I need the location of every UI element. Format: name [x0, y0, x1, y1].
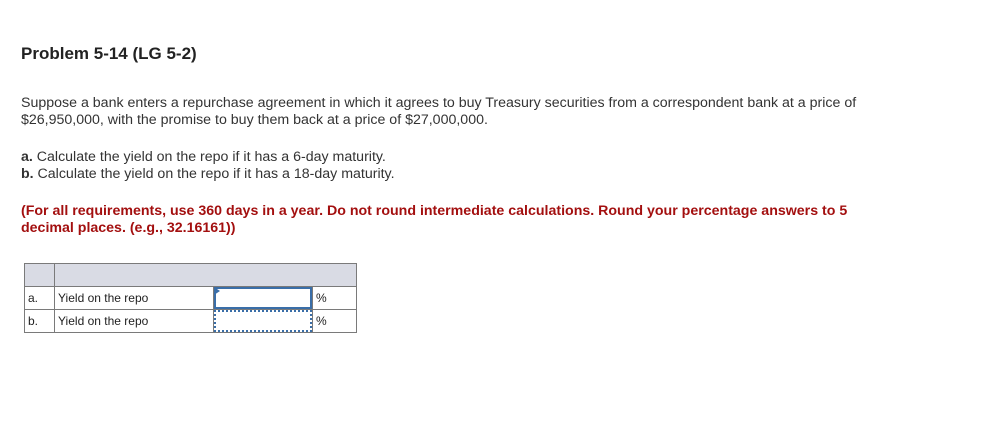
row-item: Yield on the repo: [54, 286, 214, 310]
input-box[interactable]: [214, 287, 312, 309]
problem-parts: a. Calculate the yield on the repo if it…: [21, 149, 395, 183]
table-row: a. Yield on the repo %: [24, 286, 357, 310]
header-cell: [24, 263, 55, 287]
instructions-line-1: (For all requirements, use 360 days in a…: [21, 203, 848, 219]
part-b-label: b.: [21, 166, 34, 182]
part-b-text: Calculate the yield on the repo if it ha…: [33, 166, 395, 182]
intro-line-2: $26,950,000, with the promise to buy the…: [21, 112, 488, 128]
part-a-label: a.: [21, 149, 33, 165]
input-box[interactable]: [214, 310, 312, 332]
instructions: (For all requirements, use 360 days in a…: [21, 203, 847, 237]
row-label: a.: [24, 286, 55, 310]
part-a: a. Calculate the yield on the repo if it…: [21, 149, 395, 166]
answer-table: a. Yield on the repo % b. Yield on the r…: [24, 263, 357, 333]
row-label: b.: [24, 309, 55, 333]
yield-a-input[interactable]: [213, 286, 313, 310]
yield-b-input[interactable]: [213, 309, 313, 333]
flag-icon: [214, 287, 220, 295]
row-unit: %: [312, 309, 357, 333]
row-unit: %: [312, 286, 357, 310]
row-item: Yield on the repo: [54, 309, 214, 333]
intro-line-1: Suppose a bank enters a repurchase agree…: [21, 95, 857, 111]
header-cell: [54, 263, 357, 287]
part-b: b. Calculate the yield on the repo if it…: [21, 166, 395, 183]
table-row: b. Yield on the repo %: [24, 309, 357, 333]
problem-intro: Suppose a bank enters a repurchase agree…: [21, 95, 856, 129]
instructions-line-2: decimal places. (e.g., 32.16161)): [21, 220, 236, 236]
part-a-text: Calculate the yield on the repo if it ha…: [32, 149, 386, 165]
table-header: [24, 263, 357, 287]
problem-title: Problem 5-14 (LG 5-2): [21, 44, 197, 63]
